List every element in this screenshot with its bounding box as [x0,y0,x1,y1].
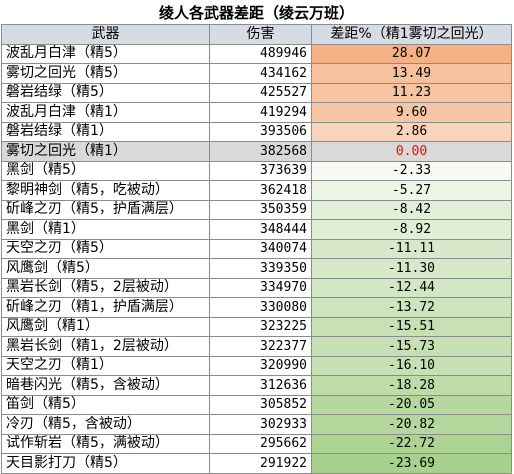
table-row: 波乱月白津（精5） 489946 28.07 [1,43,512,64]
table-row: 雾切之回光（精5） 434162 13.49 [1,63,512,84]
table-row: 磐岩结绿（精5） 425527 11.23 [1,82,512,103]
weapon-cell[interactable]: 磐岩结绿（精1） [1,121,210,142]
damage-cell[interactable]: 434162 [209,63,312,84]
damage-cell[interactable]: 362418 [209,180,312,201]
diff-cell[interactable]: -18.28 [311,375,512,396]
diff-cell[interactable]: 9.60 [311,102,512,123]
weapon-cell[interactable]: 笛剑（精5） [1,394,210,415]
table-row: 斫峰之刃（精1，护盾满层） 330080 -13.72 [1,297,512,318]
table-row: 黑剑（精1） 348444 -8.92 [1,219,512,240]
header-diff[interactable]: 差距%（精1雾切之回光） [311,24,512,45]
table-row: 笛剑（精5） 305852 -20.05 [1,394,512,415]
table-row: 斫峰之刃（精5，护盾满层） 350359 -8.42 [1,199,512,220]
header-damage[interactable]: 伤害 [209,24,312,45]
diff-cell[interactable]: -16.10 [311,355,512,376]
table-row: 暗巷闪光（精5，含被动） 312636 -18.28 [1,375,512,396]
table-row: 波乱月白津（精1） 419294 9.60 [1,102,512,123]
diff-cell[interactable]: 28.07 [311,43,512,64]
damage-cell[interactable]: 334970 [209,277,312,298]
diff-cell[interactable]: 13.49 [311,63,512,84]
weapon-cell[interactable]: 天空之刃（精5） [1,238,210,259]
weapon-cell[interactable]: 风鹰剑（精5） [1,258,210,279]
table-row: 雾切之回光（精1） 382568 0.00 [1,141,512,162]
table-row: 天空之刃（精5） 340074 -11.11 [1,238,512,259]
weapon-cell[interactable]: 斫峰之刃（精1，护盾满层） [1,297,210,318]
weapon-cell[interactable]: 黎明神剑（精5，吃被动） [1,180,210,201]
diff-cell[interactable]: -11.11 [311,238,512,259]
weapon-cell[interactable]: 黑岩长剑（精1，2层被动） [1,336,210,357]
diff-cell[interactable]: -2.33 [311,160,512,181]
diff-cell[interactable]: -15.73 [311,336,512,357]
table-row: 天空之刃（精1） 320990 -16.10 [1,355,512,376]
damage-cell[interactable]: 425527 [209,82,312,103]
diff-cell[interactable]: -20.82 [311,414,512,435]
header-row: 武器 伤害 差距%（精1雾切之回光） [1,24,512,45]
weapon-cell[interactable]: 黑岩长剑（精5，2层被动） [1,277,210,298]
weapon-cell[interactable]: 黑剑（精1） [1,219,210,240]
damage-cell[interactable]: 382568 [209,141,312,162]
table-title[interactable]: 绫人各武器差距（绫云万班） [158,3,354,22]
diff-cell[interactable]: -22.72 [311,433,512,454]
table-row: 试作斩岩（精5，满被动） 295662 -22.72 [1,433,512,454]
diff-cell[interactable]: -8.42 [311,199,512,220]
table-row: 风鹰剑（精1） 323225 -15.51 [1,316,512,337]
weapon-cell[interactable]: 磐岩结绿（精5） [1,82,210,103]
weapon-cell[interactable]: 波乱月白津（精5） [1,43,210,64]
table-row: 风鹰剑（精5） 339350 -11.30 [1,258,512,279]
damage-cell[interactable]: 312636 [209,375,312,396]
diff-cell[interactable]: 2.86 [311,121,512,142]
table-row: 黑岩长剑（精1，2层被动） 322377 -15.73 [1,336,512,357]
damage-cell[interactable]: 348444 [209,219,312,240]
damage-cell[interactable]: 373639 [209,160,312,181]
weapon-cell[interactable]: 黑剑（精5） [1,160,210,181]
damage-cell[interactable]: 489946 [209,43,312,64]
weapon-cell[interactable]: 试作斩岩（精5，满被动） [1,433,210,454]
damage-cell[interactable]: 350359 [209,199,312,220]
diff-cell[interactable]: -12.44 [311,277,512,298]
diff-cell[interactable]: -13.72 [311,297,512,318]
weapon-cell[interactable]: 雾切之回光（精1） [1,141,210,162]
table-row: 磐岩结绿（精1） 393506 2.86 [1,121,512,142]
header-weapon[interactable]: 武器 [1,24,210,45]
diff-cell[interactable]: -20.05 [311,394,512,415]
damage-cell[interactable]: 339350 [209,258,312,279]
weapon-cell[interactable]: 天目影打刀（精5） [1,453,210,474]
table-row: 黑剑（精5） 373639 -2.33 [1,160,512,181]
damage-cell[interactable]: 330080 [209,297,312,318]
damage-cell[interactable]: 302933 [209,414,312,435]
weapon-cell[interactable]: 雾切之回光（精5） [1,63,210,84]
damage-cell[interactable]: 393506 [209,121,312,142]
diff-cell[interactable]: -11.30 [311,258,512,279]
diff-cell[interactable]: 11.23 [311,82,512,103]
damage-cell[interactable]: 419294 [209,102,312,123]
table-row: 黑岩长剑（精5，2层被动） 334970 -12.44 [1,277,512,298]
diff-cell[interactable]: -5.27 [311,180,512,201]
damage-cell[interactable]: 323225 [209,316,312,337]
table-row: 天目影打刀（精5） 291922 -23.69 [1,453,512,474]
damage-cell[interactable]: 295662 [209,433,312,454]
weapon-cell[interactable]: 斫峰之刃（精5，护盾满层） [1,199,210,220]
diff-cell[interactable]: -23.69 [311,453,512,474]
weapon-cell[interactable]: 风鹰剑（精1） [1,316,210,337]
weapon-cell[interactable]: 冷刃（精5，含被动） [1,414,210,435]
weapon-cell[interactable]: 波乱月白津（精1） [1,102,210,123]
damage-cell[interactable]: 322377 [209,336,312,357]
diff-cell[interactable]: -8.92 [311,219,512,240]
damage-cell[interactable]: 340074 [209,238,312,259]
diff-cell[interactable]: 0.00 [311,141,512,162]
damage-cell[interactable]: 291922 [209,453,312,474]
table-row: 冷刃（精5，含被动） 302933 -20.82 [1,414,512,435]
diff-cell[interactable]: -15.51 [311,316,512,337]
title-row: 绫人各武器差距（绫云万班） [2,2,512,25]
table-row: 黎明神剑（精5，吃被动） 362418 -5.27 [1,180,512,201]
damage-cell[interactable]: 320990 [209,355,312,376]
weapon-cell[interactable]: 天空之刃（精1） [1,355,210,376]
weapon-cell[interactable]: 暗巷闪光（精5，含被动） [1,375,210,396]
damage-cell[interactable]: 305852 [209,394,312,415]
